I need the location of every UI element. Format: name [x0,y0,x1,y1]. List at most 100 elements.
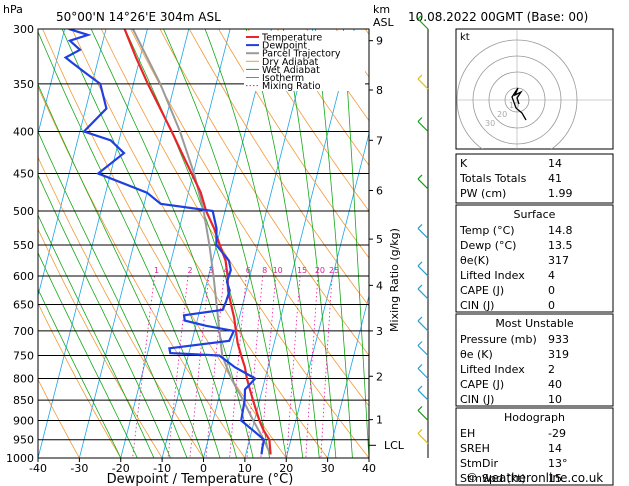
height-tick-label: 1 [376,414,383,427]
footer-copyright: © weatheronline.co.uk [466,471,603,485]
pressure-tick-label: 1000 [6,452,34,465]
dry-adiabat-line [276,29,369,167]
most-unstable-label: CIN (J) [460,393,494,406]
pressure-tick-label: 450 [13,167,34,180]
dry-adiabat-line [38,378,80,458]
most-unstable-value: 933 [548,333,569,346]
wet-adiabat-line [38,30,221,458]
wind-barb [417,410,429,421]
wet-adiabat-line [163,29,287,458]
wind-barb-flag [417,14,423,20]
mixing-ratio-line [189,275,210,458]
dry-adiabat-line [247,29,369,212]
hodograph-stat-label: EH [460,427,475,440]
pressure-tick-label: 900 [13,414,34,427]
surface-label: Temp (°C) [459,224,515,237]
pressure-tick-label: 750 [13,349,34,362]
pressure-tick-label: 800 [13,372,34,385]
lcl-label: LCL [384,439,405,452]
wind-barb-flag [417,364,423,369]
hodograph-stat-value: 15 [548,472,562,485]
mixing-ratio-label: 15 [297,266,307,275]
wind-barb-flag [417,385,423,391]
index-label: PW (cm) [460,187,506,200]
most-unstable-label: θe (K) [460,348,493,361]
wind-barb [417,228,429,239]
mixing-ratio-label: 4 [223,266,228,275]
height-tick-label: 2 [376,370,383,383]
parcel-trajectory [132,29,272,455]
temperature-profile [123,29,272,455]
temperature-tick-label: -30 [70,462,88,475]
wind-barb-flag [417,261,423,267]
wind-barb [417,320,429,332]
index-box [455,153,614,204]
pressure-tick-label: 400 [13,126,34,139]
wind-barb [417,288,429,300]
pressure-tick-label: 700 [13,325,34,338]
hodograph-stat-title: Hodograph [504,411,565,424]
hodograph-stat-box [455,407,614,486]
plot-area [37,28,370,459]
surface-value: 13.5 [548,239,573,252]
isotherm-line [78,29,190,458]
pressure-tick-label: 600 [13,270,34,283]
wind-barb-flag [417,224,423,229]
surface-title: Surface [514,208,556,221]
height-tick-label: 4 [376,279,383,292]
legend-item: Isotherm [262,73,304,84]
temperature-tick-label: 40 [362,462,376,475]
height-tick-label: 9 [376,35,383,48]
mixing-ratio-line [205,275,225,458]
dewpoint-profile [63,29,266,455]
wind-barb [417,78,429,90]
isotherm-line [327,294,369,458]
index-label: K [460,157,468,170]
pressure-unit-label: hPa [3,3,23,16]
isotherm-line [285,131,369,458]
hodograph-trace [511,87,527,121]
surface-label: Dewp (°C) [460,239,516,252]
wind-barb-flag [417,174,423,180]
temperature-tick-label: 30 [321,462,335,475]
surface-value: 4 [548,269,555,282]
isotherm-line [38,29,148,458]
wind-barb [417,18,429,30]
wind-barb-flag [417,117,423,122]
index-value: 41 [548,172,562,185]
hodograph-stat-label: StmDir [460,457,499,470]
wind-barb [417,121,429,132]
mixing-ratio-label: 8 [262,266,267,275]
hodograph-ring-label: 20 [497,110,507,119]
surface-label: CIN (J) [460,299,494,312]
index-value: 14 [548,157,562,170]
most-unstable-title: Most Unstable [495,317,574,330]
most-unstable-label: Pressure (mb) [460,333,537,346]
most-unstable-value: 2 [548,363,555,376]
surface-value: 14.8 [548,224,573,237]
dry-adiabat-line [100,29,369,458]
hodograph-stat-label: StmSpd (kt) [460,472,526,485]
index-label: Totals Totals [459,172,527,185]
temperature-tick-label: -10 [153,462,171,475]
wind-barb-flag [417,284,423,290]
wind-barb-flag [417,341,423,346]
dry-adiabat-line [159,29,369,357]
legend-item: Dry Adiabat [262,57,319,68]
legend-item: Temperature [261,33,322,44]
most-unstable-box [455,313,614,407]
plot-frame [37,28,370,459]
height-tick-label: 6 [376,184,383,197]
wet-adiabat-line [282,29,337,458]
most-unstable-value: 10 [548,393,562,406]
hodograph-stat-value: 14 [548,442,562,455]
mixing-ratio-axis-title: Mixing Ratio (g/kg) [388,228,401,332]
dry-adiabat-line [71,29,328,458]
legend-item: Mixing Ratio [262,81,321,92]
wind-barb-flag [417,429,423,434]
wind-barb [417,368,429,379]
height-tick-label: 5 [376,233,383,246]
index-value: 1.99 [548,187,573,200]
